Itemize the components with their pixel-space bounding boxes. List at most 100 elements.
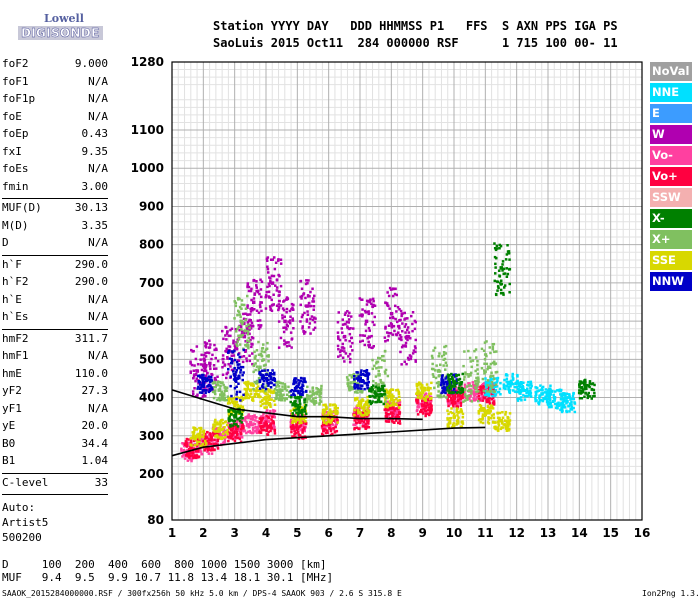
x-tick-label: 7 — [356, 526, 364, 540]
data-point — [327, 418, 330, 421]
param-row: yE 20.0 — [2, 419, 108, 437]
data-point — [502, 383, 506, 386]
auto-scaling-line2: Artist5 — [2, 516, 49, 529]
data-point — [396, 320, 399, 324]
data-point — [397, 390, 401, 394]
data-point — [451, 426, 454, 429]
data-point — [264, 399, 268, 402]
data-point — [255, 379, 259, 383]
data-point — [257, 353, 261, 356]
data-point — [587, 384, 591, 388]
data-point — [498, 275, 502, 278]
data-point — [501, 291, 505, 295]
data-point — [408, 354, 412, 357]
data-point — [564, 393, 568, 396]
data-point — [279, 304, 283, 307]
data-point — [256, 319, 260, 322]
data-point — [481, 383, 484, 387]
data-point — [534, 390, 537, 394]
data-point — [319, 396, 322, 399]
data-point — [391, 388, 395, 391]
data-point — [366, 399, 369, 403]
data-point — [499, 266, 503, 270]
data-point — [367, 419, 370, 422]
data-point — [447, 389, 450, 392]
data-point — [354, 398, 357, 402]
data-point — [338, 338, 342, 342]
data-point — [259, 278, 262, 281]
data-point — [429, 409, 432, 412]
data-point — [264, 422, 268, 427]
data-point — [235, 385, 238, 388]
data-point — [297, 411, 300, 414]
data-point — [248, 395, 252, 398]
data-point — [266, 341, 269, 345]
data-point — [249, 431, 252, 434]
data-point — [272, 409, 275, 412]
data-point — [299, 320, 302, 323]
data-point — [413, 345, 417, 348]
data-point — [358, 376, 362, 381]
data-point — [214, 435, 217, 438]
data-point — [439, 383, 443, 387]
data-point — [201, 442, 204, 446]
data-point — [216, 375, 219, 378]
data-point — [430, 407, 433, 410]
legend-item: NNE — [650, 83, 692, 102]
data-point — [527, 384, 530, 387]
data-point — [304, 422, 308, 426]
data-point — [384, 368, 388, 372]
data-point — [222, 361, 225, 364]
data-point — [229, 334, 232, 338]
data-point — [429, 387, 432, 390]
data-point — [301, 424, 305, 427]
param-value: N/A — [88, 236, 108, 249]
data-point — [304, 404, 308, 407]
data-point — [514, 382, 517, 385]
data-point — [400, 363, 403, 366]
data-point — [259, 427, 263, 430]
data-point — [293, 426, 296, 429]
data-point — [381, 358, 384, 362]
data-point — [292, 407, 295, 410]
data-point — [358, 421, 362, 424]
data-point — [451, 398, 455, 402]
data-point — [311, 389, 315, 393]
data-point — [489, 382, 493, 385]
data-point — [301, 388, 304, 391]
data-point — [208, 361, 212, 366]
data-point — [188, 454, 192, 457]
data-point — [401, 344, 405, 347]
data-point — [269, 307, 272, 310]
data-point — [484, 377, 487, 380]
data-point — [199, 435, 203, 438]
data-point — [234, 370, 238, 374]
data-point — [593, 383, 596, 387]
data-point — [322, 429, 325, 433]
data-point — [470, 392, 473, 395]
data-point — [255, 416, 258, 419]
data-point — [362, 409, 366, 412]
data-point — [324, 431, 328, 435]
data-point — [485, 398, 489, 401]
param-value: 311.7 — [74, 331, 108, 345]
data-point — [485, 340, 488, 343]
data-point — [429, 411, 433, 414]
data-point — [353, 423, 357, 427]
data-point — [320, 425, 324, 428]
data-point — [242, 317, 246, 321]
data-point — [226, 371, 230, 374]
data-point — [485, 409, 488, 412]
data-point — [249, 423, 252, 427]
data-point — [279, 262, 283, 265]
data-point — [295, 424, 299, 428]
data-point — [372, 345, 375, 348]
data-point — [483, 411, 488, 415]
data-point — [329, 410, 332, 413]
data-point — [492, 386, 495, 389]
data-point — [549, 401, 552, 405]
data-point — [440, 375, 444, 378]
data-point — [307, 394, 310, 398]
data-point — [301, 407, 304, 410]
data-point — [181, 455, 184, 458]
